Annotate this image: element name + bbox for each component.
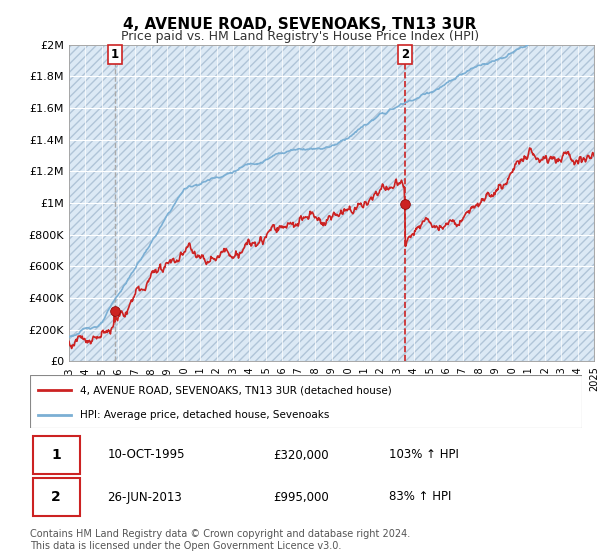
Text: Price paid vs. HM Land Registry's House Price Index (HPI): Price paid vs. HM Land Registry's House … bbox=[121, 30, 479, 43]
FancyBboxPatch shape bbox=[33, 478, 80, 516]
Text: 2: 2 bbox=[401, 48, 409, 61]
Text: HPI: Average price, detached house, Sevenoaks: HPI: Average price, detached house, Seve… bbox=[80, 410, 329, 420]
Text: 26-JUN-2013: 26-JUN-2013 bbox=[107, 491, 182, 503]
Text: 10-OCT-1995: 10-OCT-1995 bbox=[107, 449, 185, 461]
FancyBboxPatch shape bbox=[33, 436, 80, 474]
Text: 83% ↑ HPI: 83% ↑ HPI bbox=[389, 491, 451, 503]
Text: 1: 1 bbox=[110, 48, 119, 61]
Text: £995,000: £995,000 bbox=[273, 491, 329, 503]
Text: Contains HM Land Registry data © Crown copyright and database right 2024.
This d: Contains HM Land Registry data © Crown c… bbox=[30, 529, 410, 551]
Text: 103% ↑ HPI: 103% ↑ HPI bbox=[389, 449, 458, 461]
FancyBboxPatch shape bbox=[30, 375, 582, 428]
Text: 4, AVENUE ROAD, SEVENOAKS, TN13 3UR (detached house): 4, AVENUE ROAD, SEVENOAKS, TN13 3UR (det… bbox=[80, 385, 391, 395]
Text: 4, AVENUE ROAD, SEVENOAKS, TN13 3UR: 4, AVENUE ROAD, SEVENOAKS, TN13 3UR bbox=[124, 17, 476, 32]
Text: £320,000: £320,000 bbox=[273, 449, 329, 461]
Text: 2: 2 bbox=[51, 490, 61, 504]
Text: 1: 1 bbox=[51, 448, 61, 462]
